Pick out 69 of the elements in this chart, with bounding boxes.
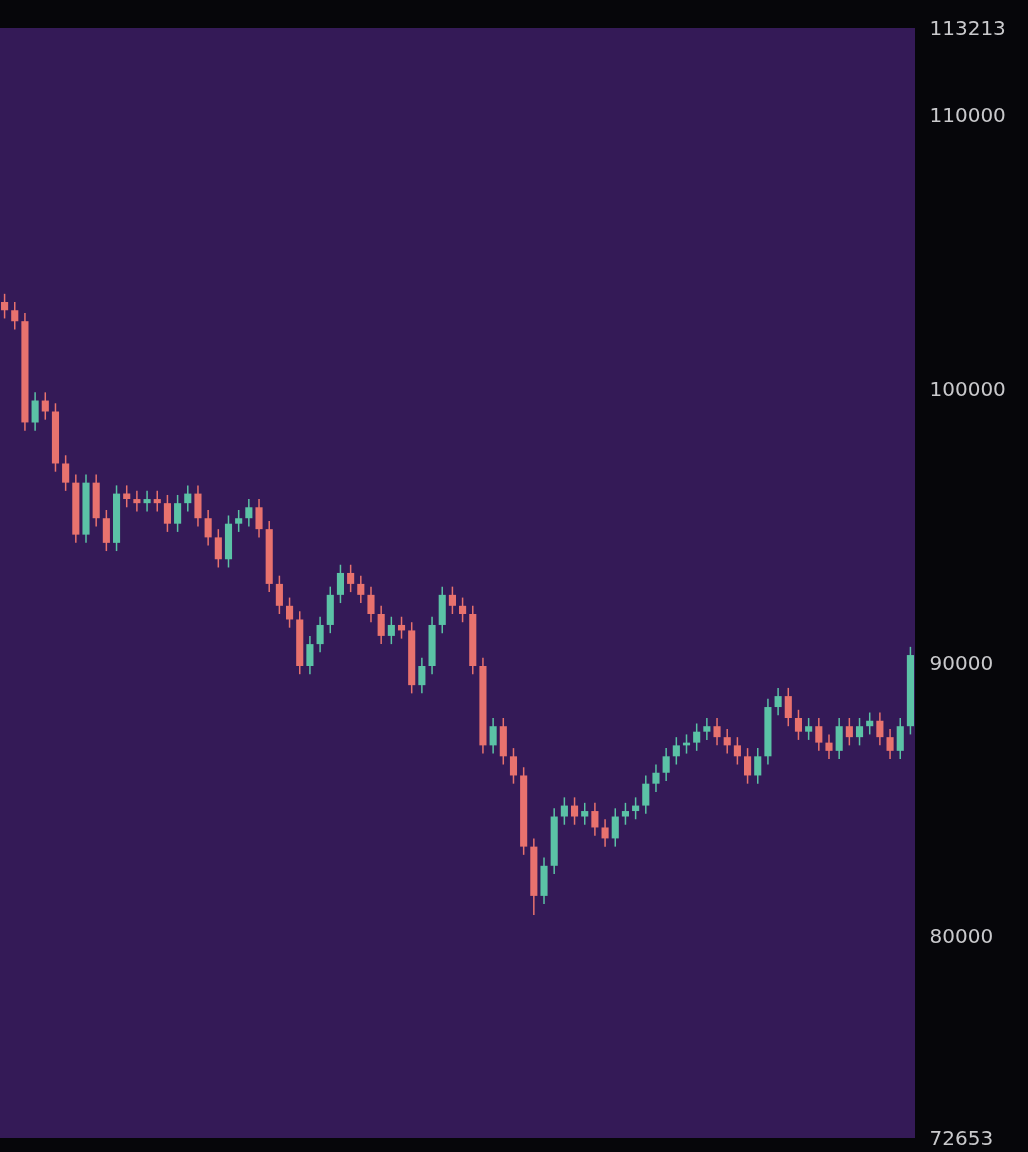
y-tick-label: 110000 [929,103,1006,128]
candlestick [214,528,222,569]
candlestick [62,454,70,492]
candlestick [316,615,324,654]
y-tick-label: 90000 [929,650,994,675]
candlestick [255,498,263,539]
candlestick [357,574,365,604]
candlestick [41,391,49,421]
candlestick [876,711,884,747]
candlestick [621,802,629,826]
candlestick [123,484,131,509]
candlestick [377,605,385,645]
candlestick [703,717,711,741]
candlestick [174,494,182,533]
candlestick [163,494,171,533]
candlestick [693,722,701,752]
y-tick-label: 80000 [929,924,994,949]
candlestick [489,717,497,755]
candlestick [652,763,660,793]
candlestick [347,564,355,593]
candlestick [153,490,161,513]
candlestick [805,717,813,741]
candlestick [774,687,782,717]
candlestick [845,717,853,747]
candlestick [662,747,670,782]
candlestick [184,484,192,513]
candlestick [448,585,456,615]
candlestick [855,717,864,747]
candlestick [336,564,345,604]
candlestick [581,802,589,826]
candlestick [591,802,599,837]
y-tick-label: 113213 [929,15,1006,40]
candlestick [245,498,253,528]
candlestick [611,807,619,848]
candlestick [886,728,894,760]
candlestick [815,717,823,752]
candlestick [11,301,19,331]
candlestick [754,747,762,785]
candlestick [387,615,395,645]
candlestick [825,733,833,760]
candlestick [866,711,874,736]
candlestick [133,490,141,513]
candlestick [713,717,721,747]
candlestick [642,774,650,815]
y-tick-label: 100000 [929,377,1006,402]
candlestick [744,747,752,785]
candlestick [235,509,243,533]
candlestick [306,635,314,675]
candlestick [397,615,406,640]
y-tick-label: 72653 [929,1125,994,1150]
candlestick [570,796,579,826]
candlestick [509,747,518,785]
candlestick [784,687,792,727]
candlestick [418,657,426,695]
candlestick [723,728,731,755]
candlestick [31,391,39,432]
candlestick [672,736,680,766]
candlestick [367,585,375,623]
candlestick [733,736,741,766]
candlestick [601,818,609,848]
candlestick [560,796,568,826]
candlestick [204,509,212,547]
candlestick [286,596,294,629]
candlestick [1,293,9,320]
candlestick [794,709,803,741]
candlestick [632,796,640,821]
candlestick [143,490,151,513]
candlestick [459,596,467,623]
candlestick [275,574,283,615]
